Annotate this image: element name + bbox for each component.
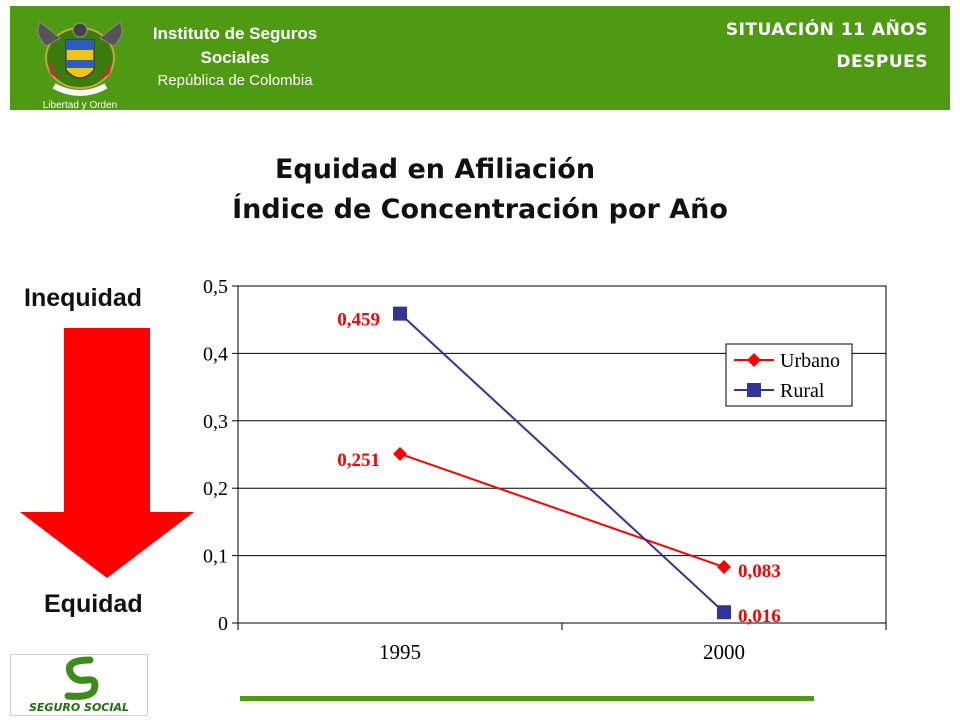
data-point: [717, 560, 731, 575]
line-chart: 0 0,1 0,2 0,3 0,4 0,5 1995 2000 0,251 0,083 0,459…: [203, 276, 887, 664]
inequity-label: Inequidad: [24, 284, 143, 312]
equity-label: Equidad: [44, 590, 143, 618]
logo-text: SEGURO SOCIAL: [29, 701, 129, 714]
legend-marker: [747, 353, 761, 367]
data-label: 0,016: [738, 606, 781, 627]
org-line-1: Instituto de Seguros: [152, 24, 318, 43]
data-point: [393, 306, 407, 321]
data-label: 0,083: [738, 561, 781, 582]
data-point: [717, 605, 731, 620]
y-tick-label: 0,3: [203, 411, 228, 433]
title-line-2: Índice de Concentración por Año: [232, 194, 728, 225]
crest-motto: Libertad y Orden: [43, 100, 118, 111]
coat-of-arms-icon: Libertad y Orden: [37, 21, 123, 111]
arrow-down-icon: [20, 328, 194, 578]
legend-label: Rural: [780, 380, 825, 402]
situation-heading: SITUACIÓN 11 AÑOS DESPUES: [628, 14, 928, 78]
situation-line-1: SITUACIÓN 11 AÑOS: [725, 20, 928, 40]
org-line-3: República de Colombia: [157, 72, 313, 89]
series-line-rural: [399, 312, 725, 613]
data-label: 0,251: [337, 450, 380, 471]
y-tick-label: 0: [218, 613, 228, 635]
series-line-urbano: [399, 452, 725, 569]
org-line-2: Sociales: [200, 48, 270, 67]
data-label: 0,459: [337, 310, 380, 331]
y-tick-label: 0,4: [203, 343, 228, 365]
legend-marker: [747, 383, 761, 397]
y-tick-label: 0,1: [203, 546, 228, 568]
header-banner: Libertad y Orden Instituto de Seguros So…: [10, 6, 950, 111]
situation-line-2: DESPUES: [836, 52, 928, 72]
x-tick-label: 2000: [703, 640, 745, 664]
data-point: [393, 446, 407, 461]
plot-area: [237, 285, 887, 624]
x-tick-label: 1995: [379, 640, 421, 664]
seguro-social-logo: SEGURO SOCIAL: [10, 654, 148, 716]
organization-name: Instituto de Seguros Sociales República …: [130, 22, 340, 92]
title-line-1: Equidad en Afiliación: [274, 154, 596, 185]
footer-bar: [240, 696, 814, 701]
legend-label: Urbano: [780, 350, 840, 372]
y-tick-label: 0,5: [203, 276, 228, 298]
slide-title: Equidad en Afiliación Índice de Concentr…: [0, 150, 960, 230]
y-tick-label: 0,2: [203, 478, 228, 500]
